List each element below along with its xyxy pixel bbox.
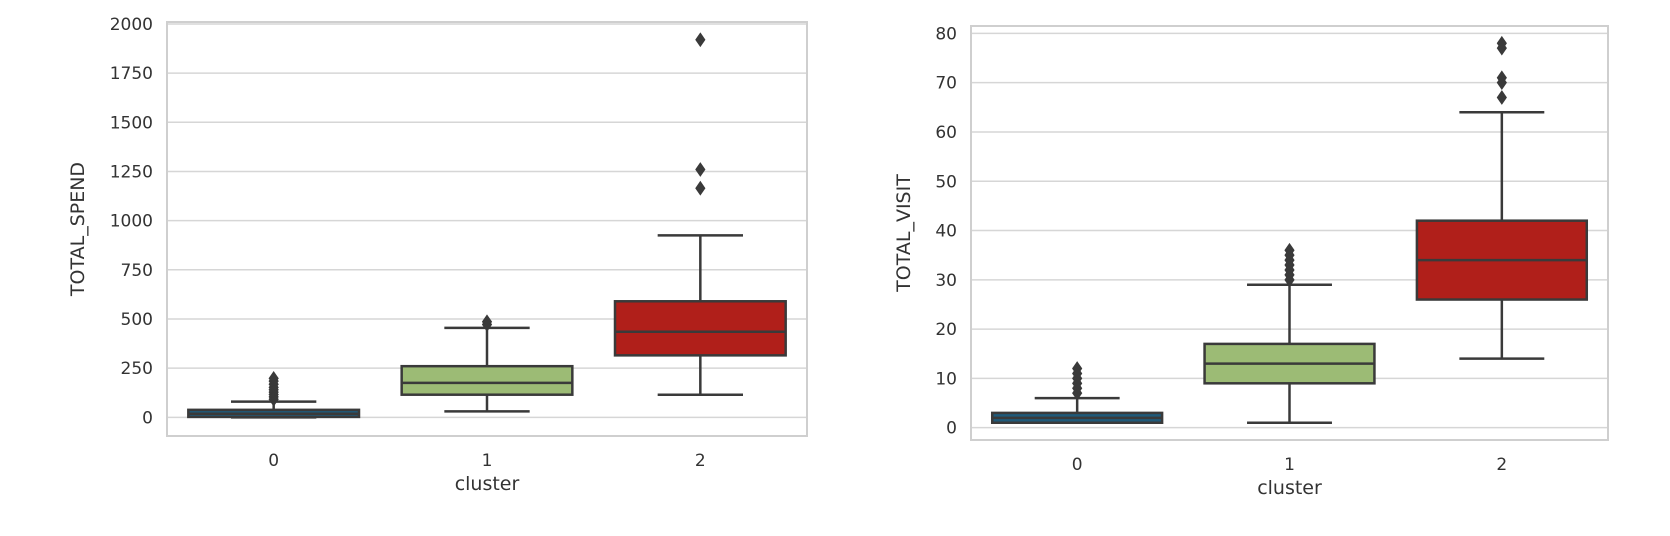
outlier-point (1284, 242, 1295, 258)
box-cluster-2 (613, 32, 787, 396)
y-tick-label: 50 (935, 172, 957, 192)
y-axis-label: TOTAL_VISIT (893, 174, 915, 293)
y-tick-label: 0 (142, 408, 153, 428)
x-tick-label: 0 (1072, 455, 1083, 475)
outlier-point (1496, 35, 1507, 51)
box-cluster-0 (990, 361, 1164, 424)
box-cluster-0 (187, 370, 361, 419)
outlier-point (1072, 361, 1083, 376)
y-tick-label: 20 (935, 320, 957, 340)
plot-frame (166, 21, 808, 437)
box-body (400, 364, 574, 396)
outlier-point (1496, 90, 1507, 105)
x-tick-label: 2 (695, 451, 706, 471)
y-tick-label: 10 (935, 369, 957, 389)
outlier-point (695, 32, 706, 48)
y-tick-label: 1250 (110, 162, 153, 182)
y-tick-label: 40 (935, 222, 957, 242)
y-tick-label: 0 (946, 419, 957, 439)
x-tick-label: 1 (1284, 455, 1295, 475)
plot-frame (970, 25, 1609, 441)
y-axis-label: TOTAL_SPEND (67, 162, 89, 297)
outlier-point (268, 370, 279, 386)
x-axis-label: cluster (455, 473, 520, 495)
y-tick-label: 1000 (110, 212, 153, 232)
y-tick-label: 750 (121, 261, 153, 281)
box-body (613, 300, 787, 357)
y-tick-label: 250 (121, 359, 153, 379)
visit-boxplot: 0 10 20 30 40 50 60 70 80 0 1 2 cluster TOTAL_VISIT (893, 24, 1609, 499)
y-tick-label: 1500 (110, 113, 153, 133)
y-tick-label: 2000 (110, 15, 153, 35)
y-tick-label: 70 (935, 74, 957, 94)
spend-boxplot: 0 250 500 750 1000 1250 1500 1750 2000 0 1 2 cluster… (67, 15, 808, 495)
x-axis-label: cluster (1257, 477, 1322, 499)
outlier-point (481, 314, 493, 330)
outlier-point (1496, 70, 1507, 86)
x-tick-label: 0 (268, 451, 279, 471)
y-tick-label: 1750 (110, 64, 153, 84)
outlier-point (695, 180, 706, 196)
y-tick-label: 30 (935, 271, 957, 291)
y-tick-label: 500 (121, 310, 153, 330)
box-cluster-2 (1415, 35, 1589, 360)
y-tick-label: 80 (935, 24, 957, 44)
x-tick-label: 2 (1496, 455, 1507, 475)
box-cluster-1 (400, 314, 574, 413)
box-cluster-1 (1203, 242, 1376, 424)
x-tick-label: 1 (482, 451, 493, 471)
outlier-point (695, 162, 706, 177)
y-tick-label: 60 (935, 123, 957, 143)
